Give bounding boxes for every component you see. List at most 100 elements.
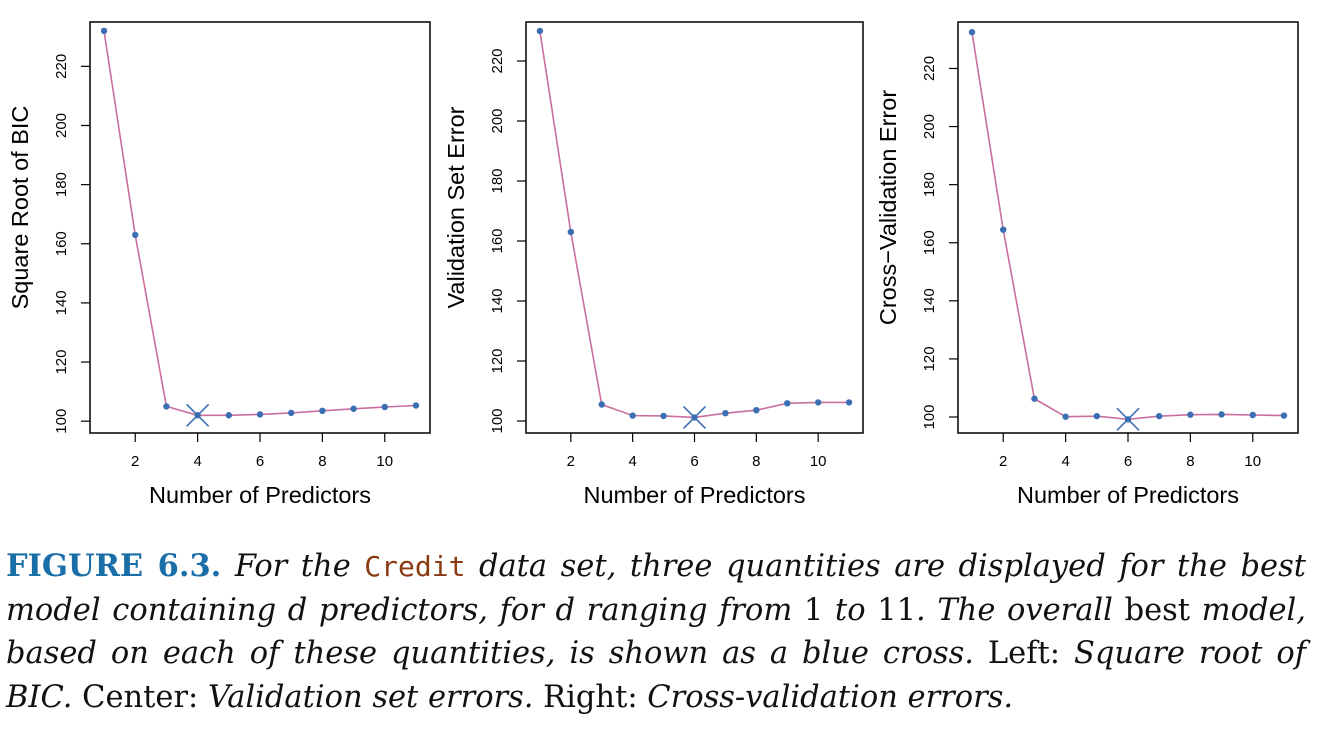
- data-point: [1280, 412, 1288, 419]
- data-point: [629, 412, 636, 419]
- data-point: [567, 228, 575, 236]
- x-tick-label: 4: [1061, 453, 1069, 470]
- x-tick-label: 6: [256, 453, 264, 470]
- chart-panel-2: 2 4 6 8 10 100 120 140 160 180 200 220 Number of Pre…: [443, 21, 864, 508]
- x-tick-label: 8: [1186, 453, 1194, 470]
- y-tick-label: 180: [53, 172, 70, 197]
- best-model-cross-marker: [186, 403, 210, 427]
- dataset-name: Credit: [364, 550, 466, 583]
- data-point: [350, 405, 357, 412]
- data-point: [1093, 412, 1101, 420]
- y-tick-label: 160: [489, 228, 506, 253]
- y-tick-label: 180: [489, 168, 506, 193]
- series-line: [539, 30, 850, 419]
- y-tick-label: 200: [921, 114, 938, 139]
- y-tick-label: 200: [53, 113, 70, 138]
- y-tick-label: 160: [921, 230, 938, 255]
- data-point: [412, 402, 420, 409]
- series-line: [971, 32, 1285, 421]
- data-point: [1187, 411, 1194, 418]
- x-tick-label: 6: [690, 453, 698, 470]
- best-model-cross-marker: [682, 405, 707, 429]
- x-tick-label: 10: [376, 453, 393, 470]
- plot-frame: [957, 21, 1299, 434]
- y-tick-label: 160: [53, 231, 70, 256]
- y-tick-label: 120: [921, 346, 938, 371]
- cross-stroke: [682, 405, 707, 429]
- data-point: [132, 231, 139, 239]
- caption-text-4: . The overall: [916, 592, 1125, 628]
- data-point: [753, 407, 760, 414]
- data-point: [1000, 226, 1007, 233]
- x-tick-label: 2: [999, 453, 1007, 470]
- data-point: [536, 27, 544, 35]
- data-point: [163, 403, 170, 410]
- data-point: [225, 412, 233, 419]
- data-point: [256, 411, 264, 418]
- caption-number-2: 11: [877, 592, 916, 628]
- caption-best-word: best: [1124, 592, 1191, 628]
- caption-number-1: 1: [803, 592, 824, 628]
- figure-panels: 2 4 6 8 10 100 120 140 160 180 200 220 Number of Pre…: [7, 21, 1299, 508]
- best-model-cross-marker: [1116, 407, 1140, 431]
- series-line: [103, 30, 417, 417]
- chart-panel-1: 2 4 6 8 10 100 120 140 160 180 200 220 Number of Pre…: [7, 21, 431, 508]
- x-tick-label: 8: [318, 453, 326, 470]
- y-tick-label: 220: [489, 48, 506, 73]
- y-tick-label: 140: [53, 290, 70, 315]
- data-point: [100, 27, 108, 35]
- chart-panel-3: 2 4 6 8 10 100 120 140 160 180 200 220 Number of Pre…: [875, 21, 1299, 508]
- caption-center-label: Center:: [72, 679, 199, 715]
- y-tick-label: 140: [921, 288, 938, 313]
- x-axis-label: Number of Predictors: [149, 482, 371, 508]
- data-point: [784, 400, 791, 407]
- caption-left-label: Left:: [973, 636, 1061, 671]
- y-tick-label: 140: [489, 288, 506, 313]
- x-axis-label: Number of Predictors: [1017, 482, 1239, 508]
- data-point: [381, 403, 388, 411]
- data-point: [1249, 411, 1256, 419]
- data-point: [598, 401, 605, 408]
- x-tick-label: 4: [193, 453, 201, 470]
- cross-stroke: [186, 403, 210, 427]
- x-axis-label: Number of Predictors: [583, 482, 805, 508]
- x-tick-label: 10: [1244, 453, 1261, 470]
- y-axis-label: Square Root of BIC: [7, 106, 33, 310]
- caption-right-text: Cross-validation errors.: [637, 679, 1014, 715]
- data-point: [1155, 412, 1163, 420]
- data-point: [660, 412, 667, 420]
- data-point: [1218, 411, 1225, 418]
- data-point: [1031, 395, 1038, 402]
- x-tick-label: 8: [752, 453, 760, 470]
- x-tick-label: 2: [567, 453, 575, 470]
- y-tick-label: 220: [53, 54, 70, 79]
- caption-left-text: Square root of BIC.: [6, 636, 1306, 715]
- y-tick-label: 200: [489, 108, 506, 133]
- plot-frame: [89, 21, 431, 434]
- caption-text-3: to: [823, 592, 878, 628]
- data-point: [1062, 413, 1069, 420]
- x-tick-label: 2: [131, 453, 139, 470]
- x-tick-label: 4: [628, 453, 636, 470]
- data-point: [287, 409, 295, 417]
- y-tick-label: 180: [921, 172, 938, 197]
- figure-caption: FIGURE 6.3. For the Credit data set, thr…: [6, 545, 1306, 719]
- plot-frame: [525, 21, 864, 434]
- data-point: [845, 399, 853, 406]
- caption-text-5: model, based on each of these quantities…: [6, 592, 1306, 672]
- y-tick-label: 100: [489, 408, 506, 433]
- y-tick-label: 220: [921, 56, 938, 81]
- caption-text-2: data set, three quantities are displayed…: [6, 549, 1306, 628]
- y-tick-label: 120: [489, 348, 506, 373]
- x-tick-label: 6: [1124, 453, 1132, 470]
- cross-stroke: [1116, 407, 1140, 431]
- data-point: [722, 410, 729, 417]
- data-point: [814, 399, 822, 406]
- caption-center-text: Validation set errors.: [198, 679, 534, 715]
- data-point: [968, 28, 976, 36]
- x-tick-label: 10: [810, 453, 827, 470]
- figure-label: FIGURE 6.3.: [6, 548, 222, 584]
- caption-right-label: Right:: [533, 679, 638, 715]
- caption-text-1: For the: [221, 549, 365, 584]
- data-point: [319, 407, 326, 415]
